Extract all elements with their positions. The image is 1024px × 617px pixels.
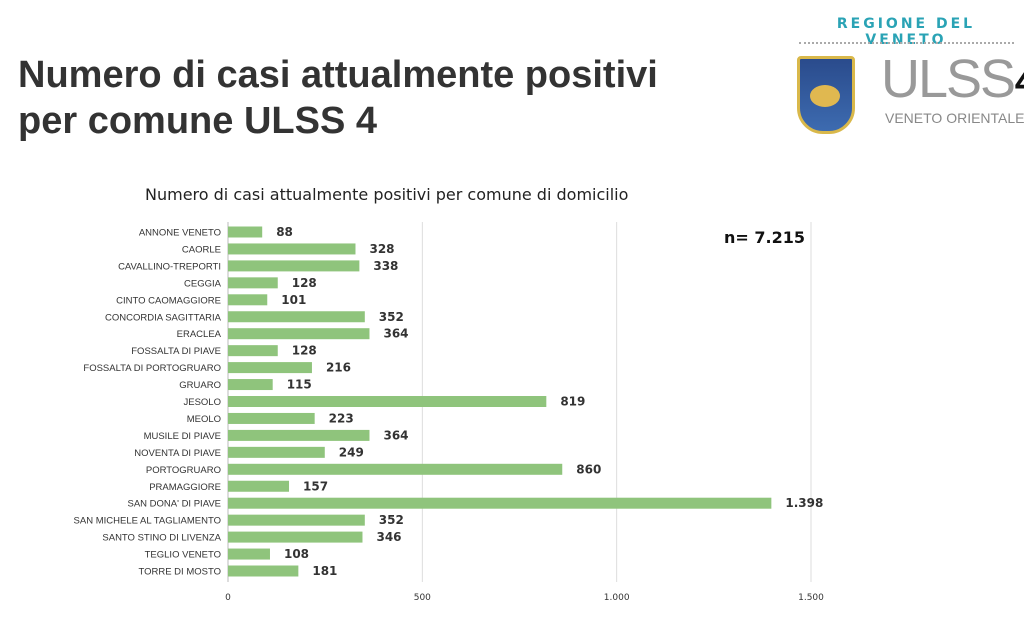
value-label: 128	[292, 344, 317, 358]
category-label: CAVALLINO-TREPORTI	[118, 261, 221, 272]
category-label: MEOLO	[187, 414, 221, 425]
page-title: Numero di casi attualmente positivi per …	[18, 52, 778, 144]
category-label: GRUARO	[179, 380, 221, 391]
logo-subtitle: VENETO ORIENTALE	[885, 110, 1024, 126]
category-label: SAN DONA' DI PIAVE	[128, 499, 222, 510]
chart-title: Numero di casi attualmente positivi per …	[145, 185, 629, 204]
x-tick-label: 1.000	[604, 593, 630, 603]
category-label: SAN MICHELE AL TAGLIAMENTO	[74, 516, 221, 527]
value-label: 249	[339, 445, 364, 459]
bar	[228, 243, 356, 255]
bar	[228, 294, 268, 306]
logo-number: 4	[1014, 49, 1024, 109]
lion-of-st-mark-icon	[797, 56, 855, 134]
total-annotation: n= 7.215	[724, 228, 805, 247]
category-label: TORRE DI MOSTO	[138, 567, 221, 578]
category-label: SANTO STINO DI LIVENZA	[102, 533, 221, 544]
value-label: 108	[284, 547, 309, 561]
value-label: 181	[312, 564, 337, 578]
value-label: 328	[369, 242, 394, 256]
value-label: 101	[281, 293, 306, 307]
bar	[228, 226, 263, 238]
bar	[228, 463, 563, 475]
category-label: PRAMAGGIORE	[149, 482, 221, 493]
value-label: 88	[276, 225, 293, 239]
x-tick-label: 0	[225, 593, 231, 603]
bar	[228, 328, 370, 340]
bar	[228, 531, 363, 543]
logo-region-text: REGIONE DEL VENETO	[836, 16, 976, 48]
value-label: 819	[560, 395, 585, 409]
x-tick-label: 500	[414, 593, 431, 603]
bar	[228, 412, 315, 424]
bar	[228, 345, 278, 357]
category-label: ANNONE VENETO	[139, 228, 221, 239]
bar	[228, 362, 312, 374]
bar	[228, 514, 365, 526]
value-label: 128	[292, 276, 317, 290]
x-tick-label: 1.500	[798, 593, 824, 603]
category-label: CAORLE	[182, 244, 221, 255]
bar	[228, 311, 365, 323]
value-label: 223	[329, 411, 354, 425]
logo-divider	[799, 42, 1014, 44]
value-label: 338	[373, 259, 398, 273]
category-label: ERACLEA	[177, 329, 222, 340]
bar	[228, 277, 278, 289]
bar	[228, 548, 270, 560]
bar	[228, 396, 547, 407]
bar	[228, 260, 360, 272]
value-label: 352	[379, 513, 404, 527]
category-label: CONCORDIA SAGITTARIA	[105, 312, 222, 323]
category-label: MUSILE DI PIAVE	[144, 431, 221, 442]
value-label: 157	[303, 479, 328, 493]
value-label: 346	[376, 530, 401, 544]
category-label: FOSSALTA DI PIAVE	[131, 346, 221, 357]
value-label: 1.398	[785, 496, 823, 510]
bar	[228, 565, 299, 577]
value-label: 115	[287, 378, 312, 392]
bar	[228, 480, 290, 492]
category-label: TEGLIO VENETO	[145, 550, 221, 561]
category-label: NOVENTA DI PIAVE	[134, 448, 221, 459]
bar	[228, 497, 772, 509]
value-label: 364	[383, 327, 408, 341]
category-label: FOSSALTA DI PORTOGRUARO	[83, 363, 221, 374]
bar	[228, 379, 273, 391]
title-line-1: Numero di casi attualmente positivi	[18, 54, 658, 96]
bar	[228, 429, 370, 441]
title-line-2: per comune ULSS 4	[18, 100, 377, 142]
category-label: PORTOGRUARO	[146, 465, 221, 476]
logo-name: ULSS	[881, 49, 1016, 109]
category-label: CINTO CAOMAGGIORE	[116, 295, 221, 306]
value-label: 352	[379, 310, 404, 324]
category-label: CEGGIA	[184, 278, 222, 289]
category-label: JESOLO	[184, 397, 222, 408]
value-label: 216	[326, 361, 351, 375]
bar	[228, 446, 325, 458]
value-label: 364	[383, 428, 408, 442]
value-label: 860	[576, 462, 601, 476]
